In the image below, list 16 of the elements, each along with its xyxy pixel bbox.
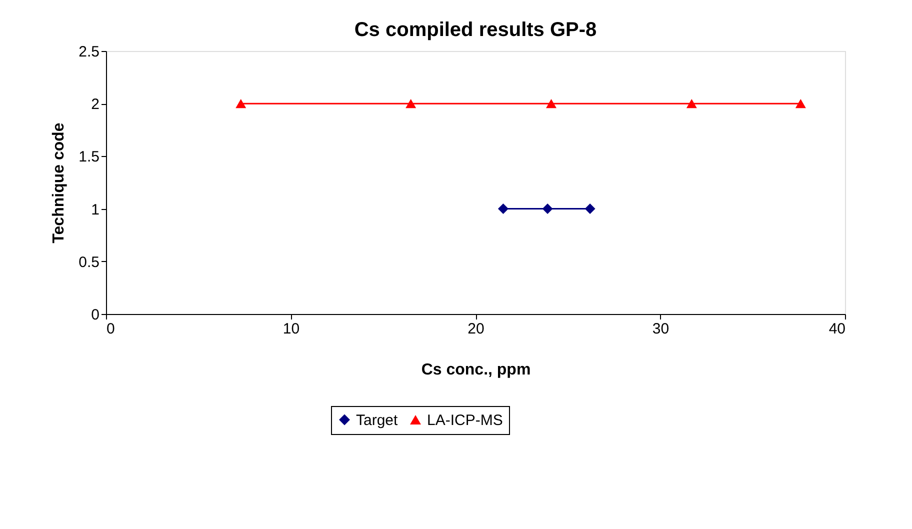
y-axis-title: Technique code bbox=[50, 122, 68, 244]
x-tick-label: 20 bbox=[468, 320, 484, 338]
y-tick-label: 2 bbox=[91, 96, 100, 114]
y-tick-label: 1.5 bbox=[78, 148, 100, 166]
y-tick-label: 0.5 bbox=[78, 254, 100, 271]
y-tick-label: 2.5 bbox=[78, 44, 100, 60]
y-tick-label: 0 bbox=[91, 306, 100, 324]
x-tick-label: 0 bbox=[106, 320, 115, 338]
x-tick-label: 10 bbox=[282, 320, 300, 338]
legend-label: Target bbox=[356, 412, 399, 429]
x-tick-label: 30 bbox=[652, 320, 670, 338]
x-axis-title: Cs conc., ppm bbox=[421, 362, 531, 378]
chart-title: Cs compiled results GP-8 bbox=[354, 19, 597, 41]
x-tick-label: 40 bbox=[828, 320, 846, 338]
legend-label: LA-ICP-MS bbox=[427, 412, 503, 429]
y-tick-label: 1 bbox=[91, 201, 100, 218]
